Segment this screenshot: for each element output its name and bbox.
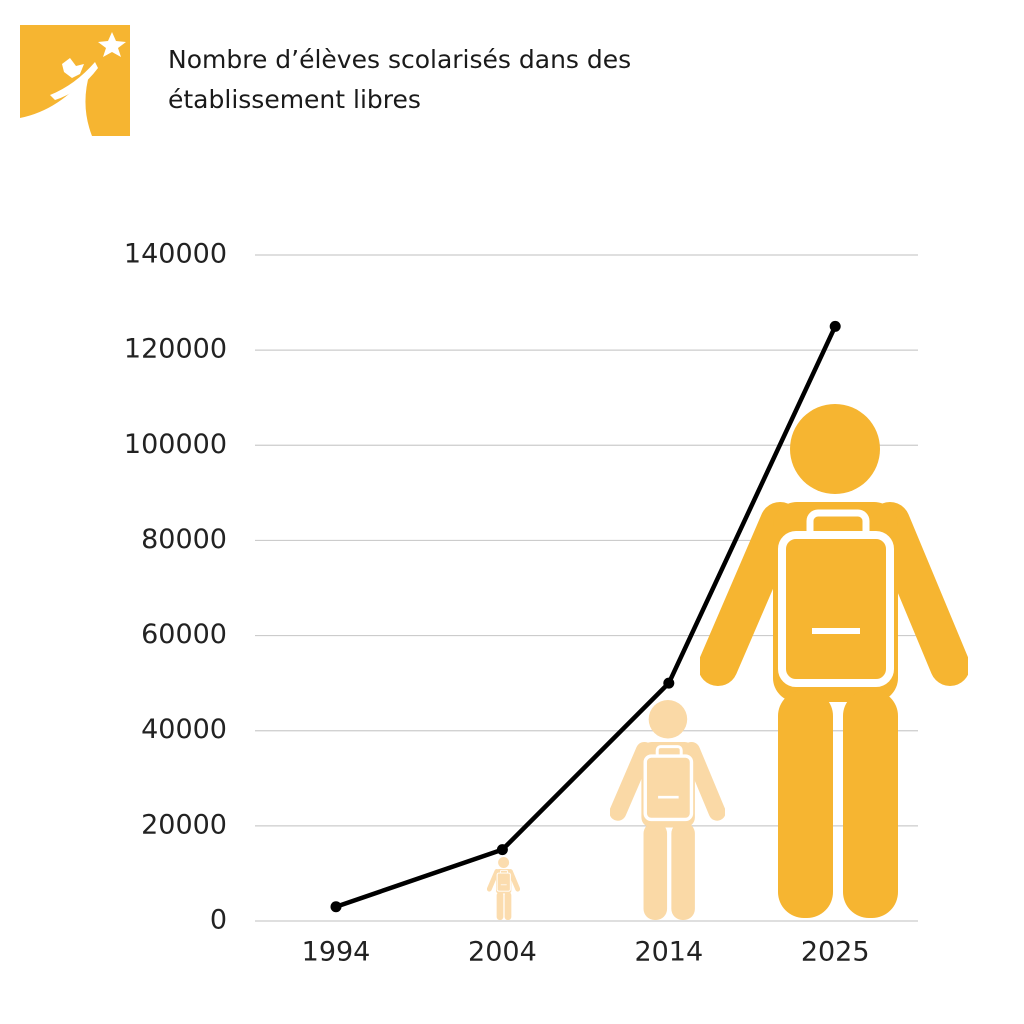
y-tick-label: 80000 bbox=[141, 524, 227, 555]
illustration bbox=[489, 404, 950, 920]
data-point bbox=[663, 677, 675, 689]
data-point bbox=[330, 901, 342, 913]
series-layer bbox=[330, 320, 841, 913]
x-tick-label: 2025 bbox=[801, 937, 870, 968]
data-point bbox=[829, 320, 841, 332]
chart-title: Nombre d’élèves scolarisés dans des étab… bbox=[168, 45, 632, 114]
x-tick-label: 2014 bbox=[634, 937, 703, 968]
x-tick-label: 2004 bbox=[468, 937, 537, 968]
logo bbox=[20, 25, 130, 136]
data-line bbox=[335, 325, 838, 909]
y-tick-label: 120000 bbox=[124, 334, 227, 365]
y-tick-label: 40000 bbox=[141, 714, 227, 745]
y-tick-label: 0 bbox=[210, 905, 227, 936]
y-tick-label: 20000 bbox=[141, 809, 227, 840]
y-tick-label: 60000 bbox=[141, 619, 227, 650]
x-tick-label: 1994 bbox=[302, 937, 371, 968]
data-point bbox=[496, 844, 508, 856]
y-tick-label: 100000 bbox=[124, 429, 227, 460]
y-tick-label: 140000 bbox=[124, 239, 227, 270]
